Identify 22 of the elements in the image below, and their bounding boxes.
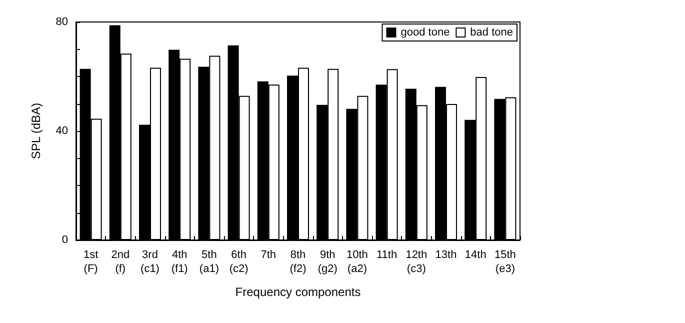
y-axis-title: SPL (dBA) [29, 102, 43, 160]
x-tick-label: 8th (f2) [290, 249, 306, 275]
x-tick-label: 11th [376, 249, 398, 261]
x-tick-label: 12th (c3) [406, 249, 428, 275]
x-tick-label: 1st (F) [83, 249, 98, 275]
x-tick-label: 2nd (f) [111, 249, 130, 275]
x-tick-label: 10th (a2) [346, 249, 368, 275]
x-axis-title: Frequency components [235, 285, 361, 299]
y-tick-label: 40 [56, 125, 68, 137]
x-tick-label: 3rd (c1) [140, 249, 160, 275]
legend-label: good tone [400, 26, 450, 38]
y-tick-label: 0 [62, 234, 68, 246]
x-tick-label: 7th [260, 249, 276, 261]
x-tick-label: 5th (a1) [199, 249, 219, 275]
x-tick-label: 4th (f1) [171, 249, 188, 275]
legend-label: bad tone [470, 26, 514, 38]
x-tick-label: 14th [464, 249, 486, 261]
x-tick-label: 9th (g2) [318, 249, 338, 275]
x-tick-label: 6th (c2) [229, 249, 248, 275]
x-tick-label: 15th (e3) [494, 249, 516, 275]
x-tick-label: 13th [435, 249, 457, 261]
y-tick-label: 80 [56, 16, 68, 28]
